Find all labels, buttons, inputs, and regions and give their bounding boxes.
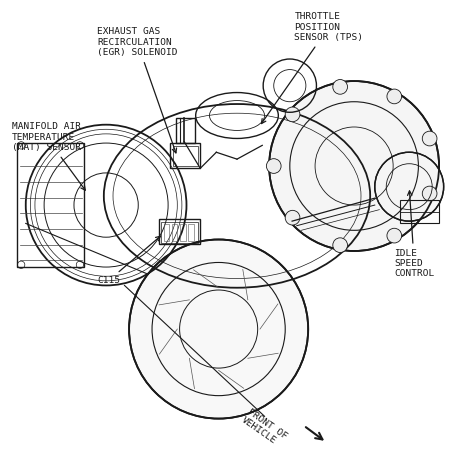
Bar <box>173 146 198 166</box>
Text: C115: C115 <box>97 236 160 285</box>
Circle shape <box>285 107 300 122</box>
Circle shape <box>333 238 347 253</box>
Bar <box>176 118 195 143</box>
Text: FRONT OF
VEHICLE: FRONT OF VEHICLE <box>240 407 289 450</box>
Text: EXHAUST GAS
RECIRCULATION
(EGR) SOLENOID: EXHAUST GAS RECIRCULATION (EGR) SOLENOID <box>97 27 177 153</box>
Circle shape <box>375 152 444 221</box>
Bar <box>188 224 194 241</box>
Bar <box>159 219 200 244</box>
Bar <box>180 224 185 241</box>
Text: IDLE
SPEED
CONTROL: IDLE SPEED CONTROL <box>394 191 434 279</box>
Text: THROTTLE
POSITION
SENSOR (TPS): THROTTLE POSITION SENSOR (TPS) <box>262 12 364 123</box>
Bar <box>164 224 169 241</box>
Bar <box>400 201 439 224</box>
Bar <box>171 143 200 168</box>
Circle shape <box>422 186 437 201</box>
Circle shape <box>387 89 401 104</box>
Circle shape <box>422 131 437 146</box>
Circle shape <box>269 81 439 251</box>
Bar <box>172 224 177 241</box>
Circle shape <box>285 210 300 225</box>
Circle shape <box>387 228 401 243</box>
Circle shape <box>333 79 347 94</box>
Bar <box>18 143 84 267</box>
Bar <box>161 222 198 243</box>
Circle shape <box>129 239 308 419</box>
Text: MANIFOLD AIR
TEMPERATURE
(MAT) SENSOR: MANIFOLD AIR TEMPERATURE (MAT) SENSOR <box>12 122 85 190</box>
Circle shape <box>266 158 281 173</box>
